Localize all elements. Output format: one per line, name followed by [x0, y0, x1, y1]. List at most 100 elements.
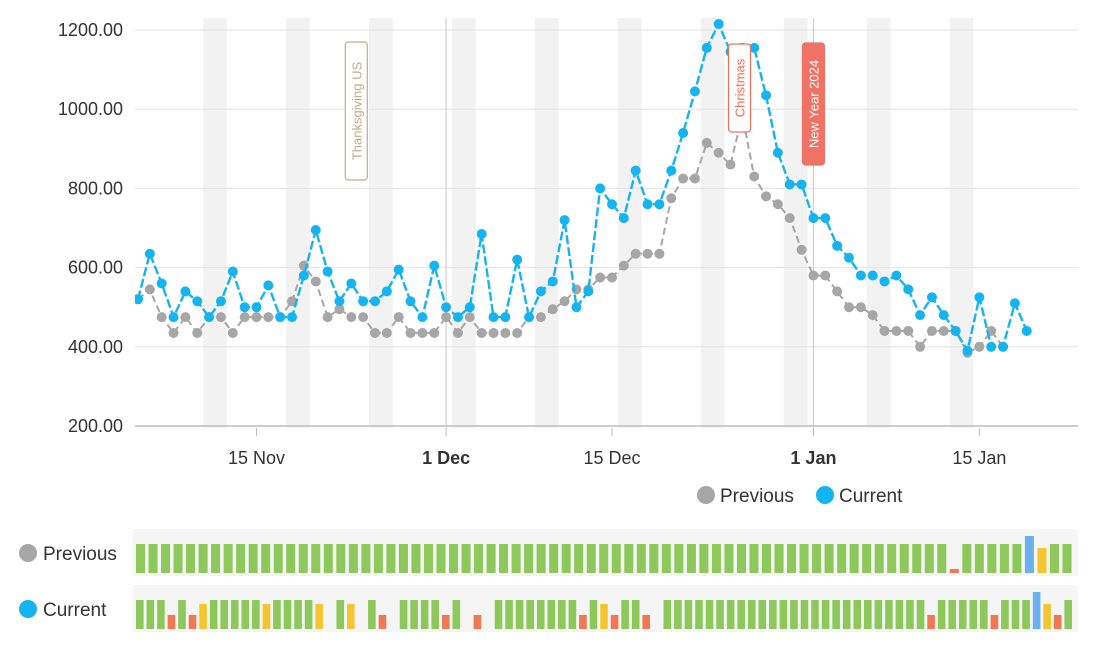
- data-point-previous[interactable]: [429, 327, 440, 338]
- data-point-current[interactable]: [915, 310, 926, 321]
- status-bar[interactable]: [624, 544, 634, 573]
- status-bar[interactable]: [157, 600, 165, 629]
- data-point-previous[interactable]: [713, 147, 724, 158]
- status-bar[interactable]: [547, 600, 556, 629]
- status-bar[interactable]: [699, 544, 709, 573]
- data-point-previous[interactable]: [535, 312, 546, 323]
- status-bar[interactable]: [661, 544, 671, 573]
- data-point-current[interactable]: [772, 147, 783, 158]
- data-point-current[interactable]: [476, 228, 487, 239]
- data-point-current[interactable]: [796, 179, 807, 190]
- status-bar[interactable]: [461, 544, 471, 573]
- status-bar[interactable]: [799, 544, 809, 573]
- status-bar[interactable]: [863, 600, 872, 629]
- data-point-current[interactable]: [180, 286, 191, 297]
- status-bar[interactable]: [821, 600, 830, 629]
- data-point-current[interactable]: [1021, 325, 1032, 336]
- status-bar[interactable]: [283, 600, 292, 629]
- status-bar[interactable]: [726, 600, 735, 629]
- status-bar[interactable]: [348, 544, 358, 573]
- status-bar[interactable]: [937, 544, 947, 573]
- status-bar[interactable]: [1037, 548, 1047, 573]
- status-bar[interactable]: [186, 544, 196, 573]
- status-bar[interactable]: [549, 544, 559, 573]
- data-point-current[interactable]: [595, 183, 606, 194]
- data-point-previous[interactable]: [784, 213, 795, 224]
- status-bar[interactable]: [899, 544, 909, 573]
- data-point-current[interactable]: [855, 270, 866, 281]
- data-point-previous[interactable]: [891, 325, 902, 336]
- status-bar[interactable]: [774, 544, 784, 573]
- data-point-previous[interactable]: [844, 302, 854, 313]
- status-bar[interactable]: [373, 544, 383, 573]
- data-point-current[interactable]: [689, 86, 700, 97]
- status-bar[interactable]: [885, 600, 893, 629]
- data-point-current[interactable]: [239, 302, 250, 313]
- status-bar[interactable]: [273, 544, 283, 573]
- status-bar[interactable]: [674, 600, 682, 629]
- status-bar[interactable]: [211, 544, 221, 573]
- data-point-previous[interactable]: [938, 325, 949, 336]
- data-point-current[interactable]: [950, 325, 961, 336]
- data-point-current[interactable]: [405, 296, 416, 307]
- data-point-previous[interactable]: [654, 248, 665, 259]
- data-point-current[interactable]: [701, 42, 712, 53]
- data-point-previous[interactable]: [287, 296, 298, 307]
- data-point-current[interactable]: [275, 312, 286, 323]
- data-point-previous[interactable]: [441, 312, 452, 323]
- status-bar[interactable]: [711, 544, 721, 573]
- status-bar[interactable]: [336, 544, 346, 573]
- legend-item-current[interactable]: Current: [816, 486, 903, 507]
- data-point-previous[interactable]: [192, 327, 203, 338]
- data-point-previous[interactable]: [618, 260, 629, 271]
- status-bar[interactable]: [824, 544, 834, 573]
- data-point-current[interactable]: [808, 213, 819, 224]
- data-point-current[interactable]: [998, 341, 1009, 352]
- status-bar[interactable]: [420, 600, 429, 629]
- status-bar[interactable]: [621, 600, 629, 629]
- status-bar[interactable]: [837, 544, 847, 573]
- status-bar[interactable]: [649, 544, 659, 573]
- status-bar[interactable]: [304, 600, 313, 629]
- status-bar[interactable]: [849, 544, 859, 573]
- status-bar[interactable]: [611, 544, 621, 573]
- data-point-current[interactable]: [227, 266, 238, 277]
- status-bar[interactable]: [724, 544, 734, 573]
- data-point-previous[interactable]: [322, 312, 333, 323]
- status-bar[interactable]: [969, 600, 978, 629]
- status-bar[interactable]: [198, 544, 208, 573]
- status-bar[interactable]: [223, 544, 233, 573]
- data-point-current[interactable]: [891, 270, 902, 281]
- data-point-previous[interactable]: [820, 270, 831, 281]
- data-point-previous[interactable]: [808, 270, 819, 281]
- data-point-current[interactable]: [322, 266, 333, 277]
- data-point-previous[interactable]: [926, 325, 937, 336]
- data-point-previous[interactable]: [156, 312, 167, 323]
- status-bar[interactable]: [642, 615, 651, 629]
- data-point-current[interactable]: [144, 248, 155, 259]
- data-point-current[interactable]: [713, 19, 724, 30]
- data-point-current[interactable]: [974, 292, 985, 303]
- data-point-current[interactable]: [298, 270, 309, 281]
- status-bar[interactable]: [949, 569, 959, 573]
- data-point-previous[interactable]: [381, 327, 392, 338]
- status-bar[interactable]: [399, 600, 408, 629]
- status-bar[interactable]: [812, 544, 822, 573]
- status-bar[interactable]: [136, 544, 146, 573]
- status-bar[interactable]: [1011, 600, 1020, 629]
- status-bar[interactable]: [962, 544, 972, 573]
- status-bar[interactable]: [736, 544, 746, 573]
- status-bar[interactable]: [378, 615, 387, 629]
- status-bar[interactable]: [811, 600, 819, 629]
- status-bar[interactable]: [663, 600, 672, 629]
- status-bar[interactable]: [473, 615, 482, 629]
- data-point-previous[interactable]: [855, 302, 866, 313]
- status-bar[interactable]: [1049, 544, 1059, 573]
- status-bar[interactable]: [499, 544, 509, 573]
- status-bar[interactable]: [511, 544, 521, 573]
- status-bar[interactable]: [887, 544, 897, 573]
- status-bar[interactable]: [252, 600, 260, 629]
- data-point-previous[interactable]: [761, 191, 772, 202]
- data-point-current[interactable]: [820, 213, 831, 224]
- annotation-christmas[interactable]: Christmas: [727, 43, 752, 133]
